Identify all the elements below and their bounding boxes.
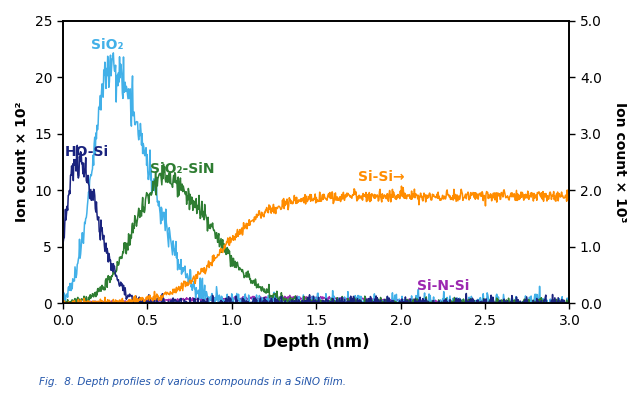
Text: SiO₂-SiN: SiO₂-SiN (150, 162, 215, 176)
Text: HO-Si: HO-Si (64, 145, 108, 159)
Y-axis label: Ion count × 10³: Ion count × 10³ (613, 102, 627, 222)
Text: Si-N-Si: Si-N-Si (417, 279, 470, 293)
Y-axis label: Ion count × 10²: Ion count × 10² (15, 102, 29, 222)
Text: Si-Si→: Si-Si→ (358, 170, 405, 184)
Text: Fig.  8. Depth profiles of various compounds in a SiNO film.: Fig. 8. Depth profiles of various compou… (39, 377, 345, 387)
X-axis label: Depth (nm): Depth (nm) (263, 333, 369, 351)
Text: SiO₂: SiO₂ (91, 38, 124, 52)
